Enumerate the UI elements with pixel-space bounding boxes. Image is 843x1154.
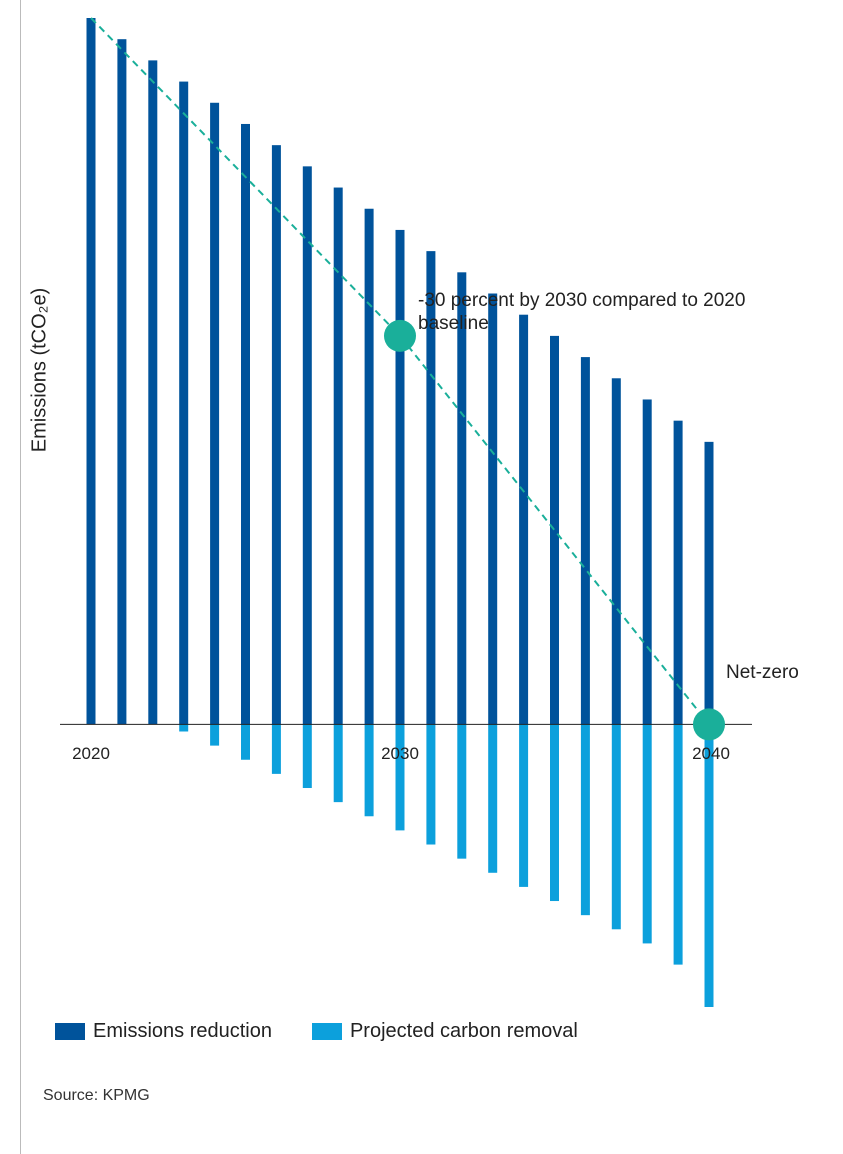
bar bbox=[580, 724, 590, 916]
legend-swatch bbox=[55, 1023, 85, 1040]
legend-item: Emissions reduction bbox=[55, 1020, 272, 1043]
bar bbox=[148, 60, 158, 725]
legend-item: Projected carbon removal bbox=[311, 1020, 578, 1043]
bar bbox=[117, 39, 127, 725]
bar bbox=[550, 724, 559, 902]
annotation: -30 percent by 2030 compared to 2020 bas… bbox=[418, 289, 746, 334]
bar bbox=[426, 251, 436, 725]
bar bbox=[395, 229, 405, 725]
bar bbox=[86, 18, 96, 725]
bar bbox=[302, 166, 312, 725]
bar bbox=[364, 208, 374, 725]
bar bbox=[519, 724, 529, 887]
bar bbox=[611, 724, 621, 930]
bar bbox=[210, 102, 220, 725]
legend-swatch bbox=[311, 1023, 342, 1040]
bar bbox=[642, 724, 652, 944]
bar bbox=[457, 724, 467, 859]
bar bbox=[333, 724, 343, 803]
legend-label: Projected carbon removal bbox=[349, 1020, 578, 1042]
legend-label: Emissions reduction bbox=[93, 1020, 272, 1042]
bar bbox=[642, 399, 652, 725]
bar bbox=[364, 724, 374, 817]
bar bbox=[241, 724, 250, 760]
bar bbox=[179, 81, 189, 725]
x-tick-label: 2030 bbox=[381, 744, 419, 763]
bar bbox=[395, 724, 405, 831]
x-tick-label: 2020 bbox=[72, 744, 110, 763]
bar bbox=[550, 335, 559, 725]
bar bbox=[673, 420, 683, 725]
bar bbox=[704, 724, 714, 1007]
bar bbox=[271, 145, 281, 725]
source: Source: KPMG bbox=[43, 1087, 150, 1104]
bar bbox=[302, 724, 312, 789]
bar bbox=[241, 123, 250, 725]
bar bbox=[488, 293, 498, 725]
bar bbox=[580, 357, 590, 725]
bar bbox=[333, 187, 343, 725]
bar bbox=[457, 272, 467, 725]
annotation: Net-zero bbox=[726, 662, 799, 684]
bar bbox=[611, 378, 621, 725]
y-axis-label: Emissions (tCO₂e) bbox=[28, 288, 50, 452]
bar bbox=[673, 724, 683, 965]
bar bbox=[704, 441, 714, 725]
bar bbox=[210, 724, 220, 746]
bar bbox=[179, 724, 189, 732]
bar bbox=[426, 724, 436, 845]
legend: Emissions reduction Projected carbon remo… bbox=[55, 1020, 618, 1043]
pathway-line bbox=[90, 17, 710, 726]
x-tick-label: 2040 bbox=[692, 744, 730, 763]
milestone-marker bbox=[693, 708, 725, 741]
milestone-marker bbox=[384, 319, 416, 352]
bar bbox=[488, 724, 498, 873]
bar bbox=[519, 314, 529, 725]
bar bbox=[271, 724, 281, 774]
